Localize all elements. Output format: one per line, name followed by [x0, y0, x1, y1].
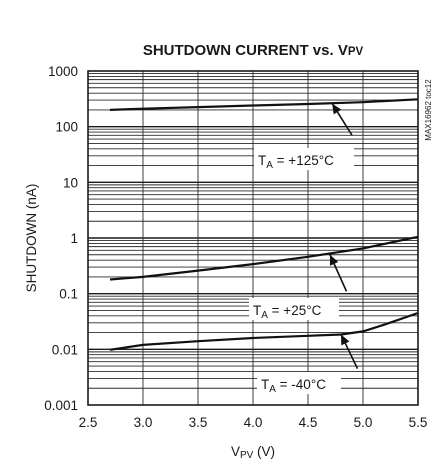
x-tick-label: 5.5 — [409, 415, 428, 430]
annotation-label-25c: TA = +25°C — [249, 298, 339, 321]
chart-title-subscript: PV — [348, 46, 364, 58]
x-tick-label: 4.5 — [299, 415, 318, 430]
y-tick-label: 0.1 — [59, 287, 78, 302]
x-axis-label: VPV (V) — [231, 444, 275, 461]
annotation-arrow-head-0 — [332, 103, 342, 115]
grid — [88, 71, 418, 405]
svg-text:TA = -40°C: TA = -40°C — [261, 377, 326, 395]
annotation-arrows — [329, 103, 359, 369]
x-tick-label: 5.0 — [354, 415, 373, 430]
y-tick-label: 1 — [70, 231, 78, 246]
y-tick-label: 1000 — [48, 64, 78, 79]
y-tick-label: 10 — [63, 175, 78, 190]
y-tick-label: 0.001 — [44, 398, 78, 413]
x-axis-label-subscript: PV — [240, 450, 254, 461]
plot-frame — [87, 70, 419, 406]
annotation-arrow-head-1 — [330, 254, 339, 266]
y-tick-labels: 0.001 0.01 0.1 1 10 100 1000 — [44, 64, 78, 413]
series-line-1 — [109, 235, 419, 281]
annotation-arrow-head-2 — [341, 334, 350, 346]
chart-title: SHUTDOWN CURRENT vs. VPV — [143, 42, 364, 59]
series-line-2 — [109, 311, 419, 351]
x-tick-label: 3.0 — [134, 415, 153, 430]
x-tick-label: 3.5 — [189, 415, 208, 430]
annotation-label-neg40c: TA = -40°C — [257, 372, 341, 395]
x-tick-label: 2.5 — [79, 415, 98, 430]
y-tick-label: 0.01 — [52, 342, 78, 357]
annotation-label-125c: TA = +125°C — [254, 148, 354, 171]
x-tick-label: 4.0 — [244, 415, 263, 430]
svg-text:TA = +125°C: TA = +125°C — [258, 153, 334, 171]
part-number-label: MAX16962 toc12 — [424, 79, 433, 141]
x-tick-labels: 2.5 3.0 3.5 4.0 4.5 5.0 5.5 — [79, 415, 428, 430]
svg-text:TA = +25°C: TA = +25°C — [253, 303, 322, 321]
series-layer — [109, 98, 419, 351]
y-tick-label: 100 — [55, 120, 78, 135]
y-axis-label: SHUTDOWN (nA) — [24, 184, 39, 293]
series-line-0 — [109, 98, 419, 111]
